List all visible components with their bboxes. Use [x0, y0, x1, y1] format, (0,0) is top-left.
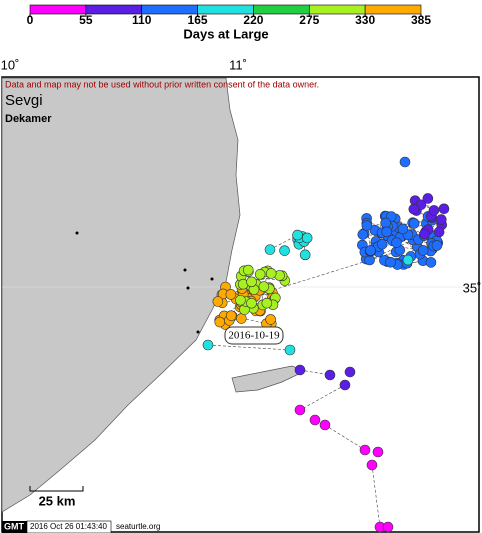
lon-label: 11˚ — [229, 57, 247, 72]
track-line — [371, 464, 381, 528]
track-point — [236, 313, 247, 324]
site-dot — [210, 277, 214, 281]
turtle-name: Sevgi — [5, 92, 43, 109]
track-point — [438, 203, 450, 215]
site-dot — [186, 286, 190, 290]
track-point — [399, 156, 411, 168]
scale-bar — [29, 486, 84, 492]
track-point — [294, 364, 306, 376]
timestamp: 2016 Oct 26 01:43:40 — [30, 522, 108, 531]
track-line — [207, 344, 291, 351]
track-point — [433, 226, 445, 238]
track — [75, 156, 450, 533]
disclaimer: Data and map may not be used without pri… — [5, 79, 319, 89]
track-point — [419, 228, 430, 240]
lon-label: 10˚ — [1, 57, 20, 72]
track-point — [436, 214, 447, 225]
track-point — [366, 459, 378, 471]
colorbar-segment — [29, 4, 87, 15]
track-point — [246, 297, 257, 309]
track-point — [254, 269, 266, 280]
track-point — [428, 205, 440, 216]
track-point — [359, 444, 371, 456]
site-dot — [75, 231, 79, 235]
island — [231, 365, 306, 393]
colorbar-tick-label: 330 — [355, 13, 375, 27]
track-point — [294, 404, 306, 416]
track-point — [225, 289, 237, 300]
colorbar-tick-label: 220 — [243, 13, 263, 27]
track-point — [214, 316, 226, 328]
track-point — [265, 314, 276, 325]
colorbar-tick-label: 275 — [299, 13, 319, 27]
track-point — [279, 245, 290, 256]
track-point — [235, 294, 246, 306]
track-point — [339, 379, 351, 391]
timestamp-box — [26, 520, 112, 533]
date-label: 2016-10-19 — [228, 330, 280, 342]
colorbar-label: Days at Large — [183, 26, 268, 41]
colorbar-segment — [364, 4, 422, 15]
site-dot — [183, 268, 187, 272]
track-line — [299, 384, 346, 411]
track-line — [324, 424, 366, 451]
track-line — [424, 219, 442, 235]
track-point — [381, 226, 392, 238]
colorbar: 0 55 110 165 220 275 330 385 — [27, 4, 431, 27]
track-point — [372, 446, 384, 458]
track-point — [299, 249, 311, 261]
lat-label: 35˚ — [463, 280, 482, 295]
track-point — [301, 232, 313, 244]
track-point — [376, 238, 388, 250]
track-point — [431, 240, 443, 251]
track-point — [408, 218, 420, 229]
track-point — [357, 229, 369, 240]
track-point — [385, 256, 396, 268]
colorbar-tick-label: 165 — [188, 13, 208, 27]
track-point — [246, 276, 257, 288]
track-point — [425, 257, 437, 268]
track-point — [319, 419, 331, 431]
track-point — [324, 369, 336, 381]
track-point — [264, 244, 276, 255]
track-point — [408, 203, 420, 215]
gmt-text: GMT — [4, 521, 24, 531]
track-point — [242, 264, 254, 276]
sponsor: Dekamer — [5, 113, 52, 125]
track-point — [344, 366, 356, 378]
track-point — [258, 281, 270, 292]
track-point — [361, 220, 373, 231]
track-point — [397, 223, 409, 235]
track-point — [380, 217, 391, 229]
colorbar-tick-label: 0 — [27, 13, 34, 27]
track-point — [265, 268, 277, 279]
site-dot — [196, 330, 200, 334]
track-point — [365, 245, 376, 256]
gmt-logo — [2, 521, 27, 533]
track-point — [225, 310, 237, 321]
track-point — [261, 297, 273, 309]
site: seaturtle.org — [116, 522, 160, 531]
track-point — [212, 296, 224, 307]
land — [1, 77, 241, 513]
track-point — [422, 193, 434, 204]
track-point — [284, 344, 296, 356]
track-point — [202, 339, 214, 351]
date-box — [224, 326, 284, 345]
track-point — [382, 521, 394, 533]
scale-label: 25 km — [39, 493, 76, 508]
colorbar-tick-label: 55 — [79, 13, 93, 27]
track-point — [292, 229, 303, 241]
track-point — [309, 414, 321, 426]
colorbar-tick-label: 385 — [411, 13, 431, 27]
track-point — [391, 237, 402, 248]
track-point — [417, 245, 429, 256]
colorbar-tick-label: 110 — [132, 13, 152, 27]
track-point — [402, 254, 414, 266]
